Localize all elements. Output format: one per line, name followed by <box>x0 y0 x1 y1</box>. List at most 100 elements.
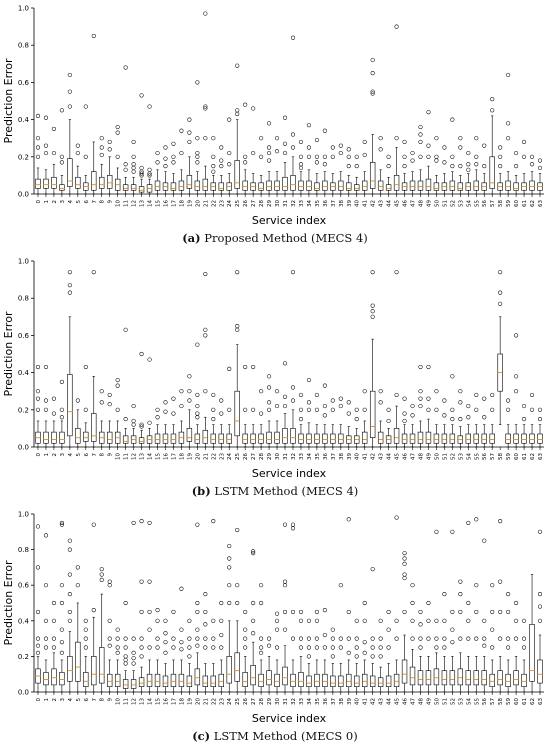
box-iqr <box>162 433 169 444</box>
outlier-point <box>91 270 96 275</box>
box-iqr <box>314 182 320 191</box>
box-plot <box>306 377 312 448</box>
box-iqr <box>258 182 264 191</box>
outlier-point <box>282 579 288 584</box>
x-tick-label: 25 <box>235 200 241 207</box>
outlier-point <box>354 645 359 650</box>
outlier-point <box>123 167 128 172</box>
outlier-point <box>442 160 447 165</box>
outlier-point <box>51 396 56 401</box>
box-plot <box>417 124 424 195</box>
box-plot <box>417 609 424 693</box>
box-iqr <box>282 666 288 686</box>
outlier-point <box>506 645 511 650</box>
box-iqr <box>457 182 464 191</box>
outlier-point <box>83 407 88 412</box>
outlier-point <box>426 396 431 401</box>
outlier-point <box>482 618 487 623</box>
outlier-point <box>458 609 463 614</box>
box-iqr <box>489 673 495 687</box>
outlier-point <box>195 522 200 527</box>
outlier-point <box>537 407 543 412</box>
box-iqr <box>107 175 113 189</box>
outlier-point <box>522 404 527 409</box>
outlier-point <box>227 151 232 156</box>
outlier-point <box>298 417 304 422</box>
outlier-point <box>458 636 463 641</box>
outlier-point <box>402 396 407 401</box>
chart-panel-b: 0.0 0.2 0.4 0.6 0.8 1.0 Prediction Error 0 1 2 3 4 5… <box>0 253 550 481</box>
outlier-point <box>43 398 49 403</box>
outlier-point <box>99 400 104 405</box>
box-iqr <box>369 675 376 687</box>
box-iqr <box>393 428 400 444</box>
outlier-point <box>490 627 495 632</box>
x-tick-label: 1 <box>44 200 50 204</box>
outlier-point <box>259 600 264 606</box>
box-plot <box>298 139 304 195</box>
outlier-point <box>466 636 471 641</box>
box-iqr <box>338 433 344 444</box>
box-iqr <box>91 413 97 442</box>
outlier-point <box>306 636 311 641</box>
outlier-point <box>139 636 144 641</box>
x-tick-label: 14 <box>148 698 154 705</box>
caption-c: (c) LSTM Method (MECS 0) <box>0 729 550 743</box>
box-iqr <box>274 431 280 444</box>
outlier-point <box>147 167 152 172</box>
outlier-point <box>187 398 192 403</box>
x-tick-label: 47 <box>411 200 417 207</box>
outlier-point <box>243 102 248 107</box>
outlier-point <box>529 407 535 412</box>
box-plot <box>226 366 232 448</box>
outlier-point <box>187 374 192 379</box>
x-tick-label: 7 <box>92 698 98 702</box>
outlier-point <box>99 572 104 577</box>
x-tick-label: 10 <box>116 698 122 705</box>
x-tick-label: 2 <box>52 453 58 457</box>
x-tick-label: 44 <box>387 698 393 705</box>
outlier-point <box>131 661 136 666</box>
box-plot <box>441 592 448 693</box>
box-plot <box>170 396 177 448</box>
outlier-point <box>211 417 216 422</box>
outlier-point <box>43 115 49 120</box>
outlier-point <box>322 632 327 638</box>
outlier-point <box>259 411 264 416</box>
outlier-point <box>131 418 136 424</box>
outlier-point <box>354 164 359 169</box>
x-tick-label: 61 <box>522 453 528 460</box>
outlier-point <box>466 162 471 167</box>
box-plot <box>266 121 272 195</box>
outlier-point <box>267 158 272 163</box>
outlier-point <box>187 389 192 394</box>
outlier-point <box>203 389 208 394</box>
outlier-point <box>386 164 391 169</box>
outlier-point <box>314 392 319 397</box>
outlier-point <box>418 154 423 159</box>
box-iqr <box>314 433 320 444</box>
x-tick-label: 63 <box>538 453 544 460</box>
box-plot <box>202 271 209 448</box>
outlier-point <box>259 636 264 641</box>
outlier-point <box>434 389 439 394</box>
x-tick-label: 63 <box>538 200 544 207</box>
outlier-point <box>362 600 367 606</box>
x-tick-label: 8 <box>100 200 106 204</box>
x-tick-label: 58 <box>498 453 504 460</box>
x-tick-label: 35 <box>315 698 321 705</box>
outlier-point <box>131 139 136 144</box>
x-tick-label: 22 <box>211 698 217 705</box>
outlier-point <box>43 407 49 412</box>
outlier-point <box>450 374 455 379</box>
outlier-point <box>67 538 72 543</box>
box-iqr <box>529 433 535 444</box>
outlier-point <box>83 636 88 641</box>
outlier-point <box>306 654 311 659</box>
box-plot <box>202 592 209 693</box>
outlier-point <box>338 404 343 409</box>
outlier-point <box>203 645 208 650</box>
caption-b-label: (b) <box>191 484 211 498</box>
x-tick-label: 54 <box>466 698 472 705</box>
outlier-point <box>171 609 176 614</box>
